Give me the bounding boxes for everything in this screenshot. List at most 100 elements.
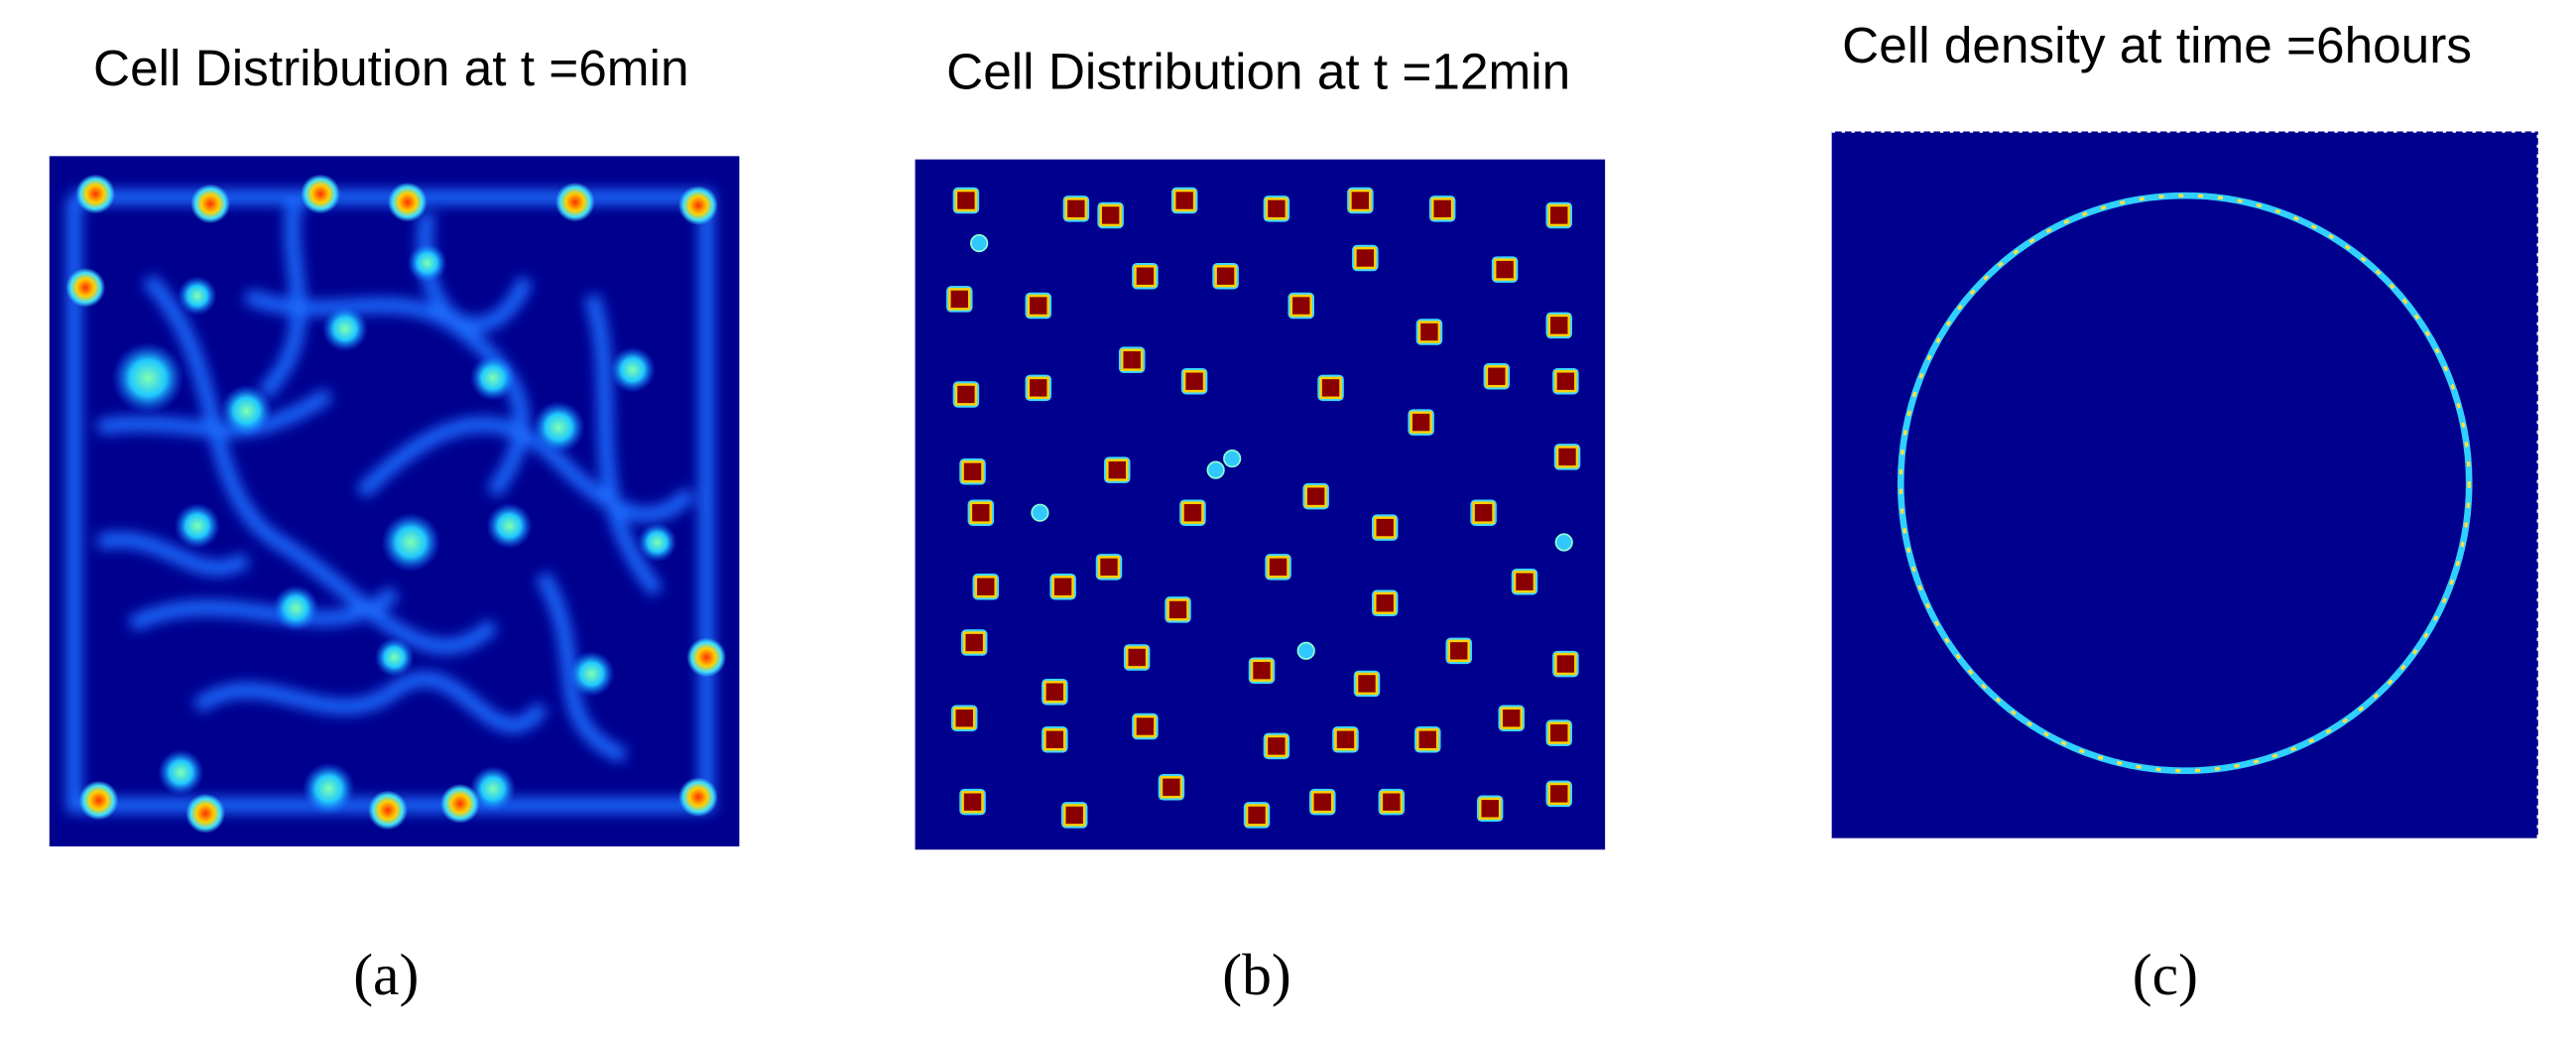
- small-cell: [1031, 503, 1049, 522]
- blob: [469, 354, 517, 402]
- blob: [220, 384, 274, 438]
- cell: [1485, 365, 1509, 388]
- cell: [1416, 728, 1439, 751]
- hot-spot: [65, 267, 106, 308]
- cell: [1479, 797, 1502, 820]
- cell: [1355, 672, 1379, 696]
- blob: [637, 522, 677, 563]
- cell: [961, 460, 984, 483]
- small-cell: [970, 233, 989, 253]
- cell: [1417, 321, 1441, 343]
- cell: [1374, 516, 1397, 539]
- cell: [1245, 804, 1269, 827]
- blob: [302, 762, 355, 816]
- hot-spot: [368, 790, 408, 831]
- cell: [1181, 501, 1204, 524]
- cell: [969, 501, 992, 524]
- cell: [1554, 370, 1577, 393]
- cell: [1555, 446, 1579, 468]
- blob: [381, 512, 440, 573]
- cell: [1430, 197, 1454, 220]
- hot-spot: [185, 793, 226, 834]
- cell: [974, 576, 997, 598]
- cell: [1097, 556, 1121, 579]
- cell: [1554, 652, 1577, 676]
- blob: [177, 276, 217, 316]
- heatmap-background: [49, 156, 740, 846]
- cell: [963, 631, 986, 654]
- small-cell: [1206, 460, 1225, 479]
- cell: [1500, 707, 1523, 729]
- cell: [1160, 776, 1183, 799]
- blob: [374, 637, 415, 678]
- ring-highlight: [1899, 194, 2471, 773]
- filament: [584, 293, 664, 596]
- cell: [1120, 348, 1144, 371]
- panel-title: Cell Distribution at t =6min: [93, 40, 688, 96]
- filament: [142, 274, 499, 654]
- cell: [1334, 728, 1357, 751]
- cell: [1349, 189, 1372, 212]
- cell: [1051, 576, 1074, 598]
- cell: [1410, 411, 1432, 434]
- cell: [1447, 639, 1470, 662]
- cell: [1547, 203, 1570, 227]
- small-cell: [1296, 641, 1315, 660]
- hot-spot: [686, 637, 727, 678]
- hot-spot: [678, 777, 718, 818]
- cell: [953, 707, 976, 729]
- blob: [158, 749, 204, 796]
- cell: [954, 189, 978, 212]
- cell: [1064, 197, 1088, 220]
- cell: [1134, 714, 1157, 738]
- hot-spot: [554, 182, 595, 222]
- filament: [96, 532, 251, 576]
- cell: [1250, 659, 1274, 682]
- blob: [273, 584, 319, 631]
- cell: [1472, 501, 1495, 524]
- filament: [356, 417, 695, 523]
- cell: [1493, 258, 1517, 281]
- cell: [1267, 556, 1289, 579]
- cell: [1547, 721, 1570, 744]
- blob: [469, 765, 517, 813]
- cell: [948, 288, 971, 311]
- blob: [111, 341, 184, 415]
- small-cell: [1223, 449, 1242, 468]
- cell: [1172, 189, 1196, 212]
- cell: [1027, 294, 1049, 318]
- cell: [1043, 681, 1066, 704]
- cell: [1265, 197, 1288, 220]
- filament: [97, 388, 333, 438]
- cell: [1354, 246, 1377, 270]
- cell: [1106, 458, 1129, 481]
- cell: [1099, 203, 1122, 227]
- small-cell: [1554, 533, 1573, 552]
- blob: [174, 502, 221, 550]
- cell: [1319, 376, 1342, 400]
- cell: [1513, 571, 1536, 593]
- cell: [1182, 370, 1206, 393]
- hot-spot: [190, 184, 230, 224]
- cell: [961, 790, 984, 814]
- cell: [1304, 484, 1327, 508]
- cell: [1547, 314, 1570, 337]
- cell: [1166, 598, 1189, 621]
- cell: [1311, 790, 1334, 814]
- cell: [1125, 646, 1149, 669]
- cell: [1265, 734, 1288, 758]
- hot-spot: [387, 182, 428, 222]
- heatmap: [946, 187, 1581, 829]
- blob: [609, 346, 656, 393]
- blob: [321, 306, 369, 352]
- cell: [1374, 591, 1397, 614]
- panel-caption: (c): [2133, 942, 2198, 1007]
- hot-spot: [75, 174, 116, 214]
- cell: [1380, 790, 1404, 814]
- filament: [257, 194, 307, 400]
- blob: [568, 650, 615, 698]
- heatmap: [65, 174, 727, 834]
- cell: [1063, 804, 1086, 827]
